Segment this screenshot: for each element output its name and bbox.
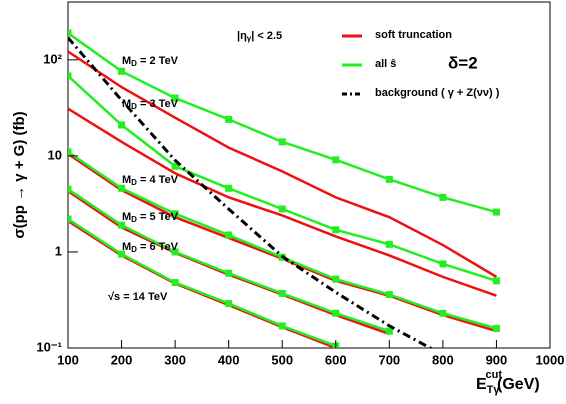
label-text: = 6 TeV xyxy=(137,241,179,253)
marker xyxy=(68,148,72,156)
y-tick-label: 1 xyxy=(55,243,62,258)
x-tick-label: 500 xyxy=(271,352,293,367)
marker xyxy=(225,115,233,123)
marker xyxy=(385,291,393,299)
marker xyxy=(118,221,126,229)
marker xyxy=(225,300,233,308)
marker xyxy=(385,327,393,335)
marker xyxy=(385,240,393,248)
marker xyxy=(332,309,340,317)
label-text: = 4 TeV xyxy=(137,174,179,186)
x-title-sup: cut xyxy=(486,369,503,381)
delta-label: δ=2 xyxy=(448,53,478,72)
y-tick-label: 10⁻¹ xyxy=(36,339,62,354)
marker xyxy=(492,324,500,332)
curve-label: MD = 5 TeV xyxy=(122,211,179,224)
marker xyxy=(439,309,447,317)
line xyxy=(68,190,390,336)
marker xyxy=(225,269,233,277)
line xyxy=(68,218,337,348)
marker xyxy=(385,175,393,183)
x-title-unit: (GeV) xyxy=(497,376,540,393)
legend-label: soft truncation xyxy=(375,29,452,41)
line xyxy=(68,219,337,348)
plot-frame xyxy=(67,1,551,349)
marker xyxy=(225,231,233,239)
marker xyxy=(68,72,72,80)
y-axis-title: σ(pp → γ + G) (fb) xyxy=(11,111,28,238)
label-text: = 2 TeV xyxy=(137,55,179,67)
x-title-main: E xyxy=(476,376,487,393)
curve-label: MD = 4 TeV xyxy=(122,174,179,187)
x-tick-label: 300 xyxy=(164,352,186,367)
eta-rest: | < 2.5 xyxy=(251,30,282,42)
label-symbol: M xyxy=(122,211,131,223)
x-tick-label: 200 xyxy=(111,352,133,367)
x-title-sub: Tγ xyxy=(487,384,501,396)
marker xyxy=(278,205,286,213)
x-axis-title: ETγ cut (GeV) xyxy=(476,369,540,396)
marker xyxy=(278,138,286,146)
label-subscript: D xyxy=(131,59,137,68)
marker xyxy=(118,250,126,258)
label-subscript: D xyxy=(131,245,137,254)
x-tick-label: 600 xyxy=(325,352,347,367)
x-tick-label: 700 xyxy=(378,352,400,367)
legend-label: background ( γ + Z(νν) ) xyxy=(375,87,500,99)
curve-label: MD = 2 TeV xyxy=(122,55,179,68)
marker xyxy=(439,193,447,201)
label-subscript: D xyxy=(131,102,137,111)
y-tick-label: 10² xyxy=(43,51,62,66)
marker xyxy=(68,215,72,223)
x-tick-label: 400 xyxy=(218,352,240,367)
marker xyxy=(171,210,179,218)
line xyxy=(68,50,498,278)
marker xyxy=(68,185,72,193)
marker xyxy=(492,277,500,285)
marker xyxy=(332,275,340,283)
marker xyxy=(225,184,233,192)
label-text: = 5 TeV xyxy=(137,211,179,223)
x-tick-label: 100 xyxy=(57,352,79,367)
x-tick-label: 1000 xyxy=(536,352,565,367)
marker xyxy=(332,156,340,164)
marker xyxy=(171,279,179,287)
label-symbol: M xyxy=(122,55,131,67)
curve-label: MD = 6 TeV xyxy=(122,241,179,254)
marker xyxy=(68,29,72,37)
marker xyxy=(118,121,126,129)
marker xyxy=(492,208,500,216)
marker xyxy=(171,94,179,102)
x-tick-label: 900 xyxy=(486,352,508,367)
label-symbol: M xyxy=(122,174,131,186)
marker xyxy=(439,260,447,268)
y-tick-label: 10 xyxy=(48,147,62,162)
label-symbol: M xyxy=(122,98,131,110)
line xyxy=(68,36,434,348)
x-tick-label: 800 xyxy=(432,352,454,367)
curve-label: MD = 3 TeV xyxy=(122,98,179,111)
label-subscript: D xyxy=(131,178,137,187)
eta-sub: γ xyxy=(247,34,252,43)
marker xyxy=(278,289,286,297)
marker xyxy=(118,184,126,192)
label-subscript: D xyxy=(131,215,137,224)
line xyxy=(68,107,497,297)
energy-label: √s = 14 TeV xyxy=(108,291,168,303)
eta-main: |η xyxy=(237,30,247,42)
marker xyxy=(332,226,340,234)
marker xyxy=(171,248,179,256)
marker xyxy=(278,322,286,330)
label-symbol: M xyxy=(122,241,131,253)
eta-cut: |ηγ| < 2.5 xyxy=(237,30,282,43)
label-text: = 3 TeV xyxy=(137,98,179,110)
marker xyxy=(171,162,179,170)
plot-area xyxy=(68,29,500,348)
marker xyxy=(118,67,126,75)
legend-label: all ŝ xyxy=(375,58,396,70)
